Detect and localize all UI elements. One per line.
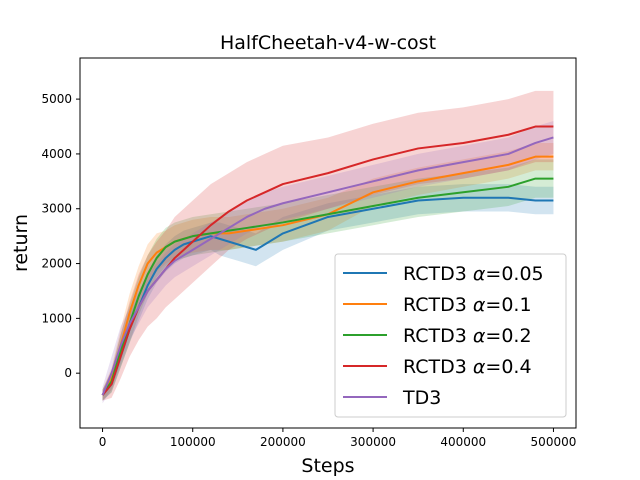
legend-label-symbol: α [473, 294, 486, 316]
y-tick-label: 4000 [41, 147, 72, 161]
legend-label-suffix: =0.05 [485, 263, 543, 285]
legend-label-suffix: =0.1 [485, 294, 531, 316]
line-rctd3-alpha-0-05 [101, 196, 554, 396]
legend-label-prefix: RCTD3 [403, 325, 473, 347]
x-tick-label: 200000 [260, 435, 306, 449]
legend-label-prefix: RCTD3 [403, 263, 473, 285]
legend-label-symbol: α [473, 263, 486, 285]
band-td3 [102, 121, 554, 404]
y-tick-label: 0 [64, 366, 72, 380]
band-rctd3-alpha-0-4 [102, 90, 554, 401]
y-axis-ticks: 0 1000 2000 3000 4000 5000 [41, 92, 80, 380]
legend-label-suffix: =0.4 [485, 356, 531, 378]
y-tick-label: 3000 [41, 202, 72, 216]
x-axis-ticks: 0 100000 200000 300000 400000 500000 [99, 428, 577, 449]
legend-label-suffix: =0.2 [485, 325, 531, 347]
legend-label-prefix: RCTD3 [403, 356, 473, 378]
x-tick-label: 300000 [350, 435, 396, 449]
y-tick-label: 2000 [41, 257, 72, 271]
legend-label: RCTD3 α=0.05 [403, 263, 544, 285]
line-rctd3-alpha-0-2 [101, 177, 554, 396]
x-tick-label: 100000 [170, 435, 216, 449]
band-rctd3-alpha-0-1 [102, 142, 554, 401]
chart-title: HalfCheetah-v4-w-cost [220, 32, 436, 54]
x-axis-label: Steps [301, 455, 354, 477]
series-lines [101, 125, 554, 396]
band-rctd3-alpha-0-2 [102, 159, 554, 401]
legend-label-symbol: α [473, 325, 486, 347]
y-tick-label: 5000 [41, 92, 72, 106]
line-td3 [101, 136, 554, 396]
legend-box [334, 253, 567, 418]
x-tick-label: 500000 [531, 435, 577, 449]
legend-label-symbol: α [473, 356, 486, 378]
y-axis-label: return [10, 214, 32, 272]
x-tick-label: 400000 [440, 435, 486, 449]
legend-label: RCTD3 α=0.1 [403, 294, 532, 316]
y-tick-label: 1000 [41, 311, 72, 325]
plot-frame [79, 57, 577, 429]
legend-label: RCTD3 α=0.2 [403, 325, 532, 347]
legend-label: RCTD3 α=0.4 [403, 356, 532, 378]
legend-label: TD3 [402, 387, 441, 409]
legend-label-prefix: RCTD3 [403, 294, 473, 316]
legend-label-prefix: TD3 [402, 387, 441, 409]
x-tick-label: 0 [99, 435, 107, 449]
